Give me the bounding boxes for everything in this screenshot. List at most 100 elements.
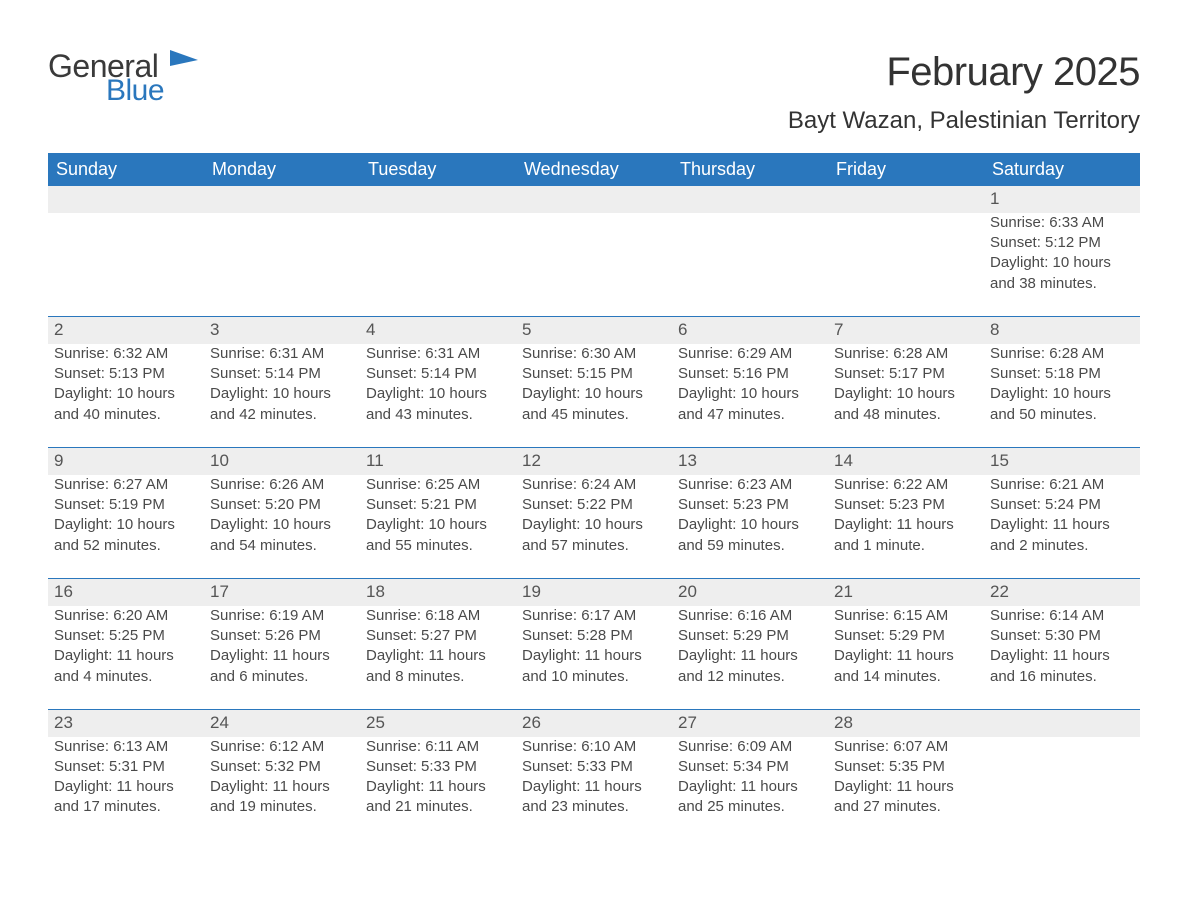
day-cell	[48, 213, 204, 317]
sunset-text: Sunset: 5:13 PM	[54, 364, 198, 384]
day-cell: Sunrise: 6:18 AMSunset: 5:27 PMDaylight:…	[360, 606, 516, 710]
daynum-row: 232425262728	[48, 709, 1140, 736]
day-cell	[672, 213, 828, 317]
sunset-text: Sunset: 5:24 PM	[990, 495, 1134, 515]
daynum-row: 9101112131415	[48, 447, 1140, 474]
sunset-text: Sunset: 5:22 PM	[522, 495, 666, 515]
day-number-cell: 15	[984, 447, 1140, 474]
daylight-text: and 38 minutes.	[990, 274, 1134, 294]
sunrise-text: Sunrise: 6:22 AM	[834, 475, 978, 495]
day-number-cell	[360, 186, 516, 213]
day-cell: Sunrise: 6:20 AMSunset: 5:25 PMDaylight:…	[48, 606, 204, 710]
daylight-text: and 16 minutes.	[990, 667, 1134, 687]
day-number-cell: 4	[360, 316, 516, 343]
sunrise-text: Sunrise: 6:28 AM	[990, 344, 1134, 364]
day-cell	[516, 213, 672, 317]
daylight-text: Daylight: 11 hours	[210, 777, 354, 797]
sunset-text: Sunset: 5:27 PM	[366, 626, 510, 646]
day-number-cell: 1	[984, 186, 1140, 213]
sunset-text: Sunset: 5:18 PM	[990, 364, 1134, 384]
daylight-text: Daylight: 10 hours	[522, 384, 666, 404]
sunrise-text: Sunrise: 6:20 AM	[54, 606, 198, 626]
daylight-text: and 4 minutes.	[54, 667, 198, 687]
day-number-cell: 2	[48, 316, 204, 343]
sunrise-text: Sunrise: 6:31 AM	[210, 344, 354, 364]
daylight-text: Daylight: 11 hours	[678, 646, 822, 666]
day-number-cell: 19	[516, 578, 672, 605]
day-cell	[984, 737, 1140, 840]
day-number-cell: 7	[828, 316, 984, 343]
weekday-wednesday: Wednesday	[516, 153, 672, 186]
sunrise-text: Sunrise: 6:18 AM	[366, 606, 510, 626]
daylight-text: Daylight: 10 hours	[990, 384, 1134, 404]
weekday-monday: Monday	[204, 153, 360, 186]
day-number-cell: 21	[828, 578, 984, 605]
day-cell: Sunrise: 6:29 AMSunset: 5:16 PMDaylight:…	[672, 344, 828, 448]
sunrise-text: Sunrise: 6:32 AM	[54, 344, 198, 364]
title-block: February 2025 Bayt Wazan, Palestinian Te…	[788, 50, 1140, 145]
daynum-row: 16171819202122	[48, 578, 1140, 605]
sunset-text: Sunset: 5:32 PM	[210, 757, 354, 777]
daylight-text: Daylight: 11 hours	[366, 777, 510, 797]
sunrise-text: Sunrise: 6:29 AM	[678, 344, 822, 364]
logo: General Blue	[48, 50, 202, 106]
day-cell: Sunrise: 6:23 AMSunset: 5:23 PMDaylight:…	[672, 475, 828, 579]
location: Bayt Wazan, Palestinian Territory	[788, 107, 1140, 135]
sunset-text: Sunset: 5:17 PM	[834, 364, 978, 384]
daylight-text: and 25 minutes.	[678, 797, 822, 817]
daynum-row: 2345678	[48, 316, 1140, 343]
daylight-text: Daylight: 10 hours	[834, 384, 978, 404]
daylight-text: and 27 minutes.	[834, 797, 978, 817]
sunrise-text: Sunrise: 6:28 AM	[834, 344, 978, 364]
daylight-text: and 47 minutes.	[678, 405, 822, 425]
daylight-text: and 8 minutes.	[366, 667, 510, 687]
day-cell: Sunrise: 6:24 AMSunset: 5:22 PMDaylight:…	[516, 475, 672, 579]
day-cell	[828, 213, 984, 317]
weekday-thursday: Thursday	[672, 153, 828, 186]
day-cell: Sunrise: 6:22 AMSunset: 5:23 PMDaylight:…	[828, 475, 984, 579]
daylight-text: Daylight: 10 hours	[366, 384, 510, 404]
daylight-text: and 17 minutes.	[54, 797, 198, 817]
day-number-cell: 10	[204, 447, 360, 474]
sunrise-text: Sunrise: 6:17 AM	[522, 606, 666, 626]
daylight-text: Daylight: 11 hours	[54, 646, 198, 666]
sunset-text: Sunset: 5:26 PM	[210, 626, 354, 646]
sunrise-text: Sunrise: 6:30 AM	[522, 344, 666, 364]
sunrise-text: Sunrise: 6:07 AM	[834, 737, 978, 757]
weekday-saturday: Saturday	[984, 153, 1140, 186]
day-cell: Sunrise: 6:25 AMSunset: 5:21 PMDaylight:…	[360, 475, 516, 579]
sunrise-text: Sunrise: 6:27 AM	[54, 475, 198, 495]
day-cell: Sunrise: 6:31 AMSunset: 5:14 PMDaylight:…	[360, 344, 516, 448]
flag-icon	[170, 50, 202, 77]
weekday-header-row: SundayMondayTuesdayWednesdayThursdayFrid…	[48, 153, 1140, 186]
daylight-text: and 48 minutes.	[834, 405, 978, 425]
daylight-text: Daylight: 10 hours	[678, 515, 822, 535]
sunset-text: Sunset: 5:33 PM	[366, 757, 510, 777]
daylight-text: and 57 minutes.	[522, 536, 666, 556]
daylight-text: and 14 minutes.	[834, 667, 978, 687]
daylight-text: Daylight: 10 hours	[366, 515, 510, 535]
day-cell: Sunrise: 6:11 AMSunset: 5:33 PMDaylight:…	[360, 737, 516, 840]
sunset-text: Sunset: 5:21 PM	[366, 495, 510, 515]
sunset-text: Sunset: 5:16 PM	[678, 364, 822, 384]
day-cell: Sunrise: 6:21 AMSunset: 5:24 PMDaylight:…	[984, 475, 1140, 579]
sunrise-text: Sunrise: 6:12 AM	[210, 737, 354, 757]
day-cell: Sunrise: 6:33 AMSunset: 5:12 PMDaylight:…	[984, 213, 1140, 317]
day-content-row: Sunrise: 6:32 AMSunset: 5:13 PM Daylight:…	[48, 344, 1140, 448]
sunrise-text: Sunrise: 6:33 AM	[990, 213, 1134, 233]
weekday-tuesday: Tuesday	[360, 153, 516, 186]
daylight-text: and 40 minutes.	[54, 405, 198, 425]
sunrise-text: Sunrise: 6:14 AM	[990, 606, 1134, 626]
daylight-text: Daylight: 11 hours	[990, 515, 1134, 535]
sunset-text: Sunset: 5:33 PM	[522, 757, 666, 777]
calendar-table: SundayMondayTuesdayWednesdayThursdayFrid…	[48, 153, 1140, 840]
header: General Blue February 2025 Bayt Wazan, P…	[48, 50, 1140, 145]
day-cell: Sunrise: 6:09 AMSunset: 5:34 PMDaylight:…	[672, 737, 828, 840]
sunrise-text: Sunrise: 6:31 AM	[366, 344, 510, 364]
day-number-cell: 6	[672, 316, 828, 343]
day-cell: Sunrise: 6:07 AMSunset: 5:35 PMDaylight:…	[828, 737, 984, 840]
day-cell: Sunrise: 6:16 AMSunset: 5:29 PMDaylight:…	[672, 606, 828, 710]
day-number-cell: 22	[984, 578, 1140, 605]
sunset-text: Sunset: 5:28 PM	[522, 626, 666, 646]
sunrise-text: Sunrise: 6:23 AM	[678, 475, 822, 495]
